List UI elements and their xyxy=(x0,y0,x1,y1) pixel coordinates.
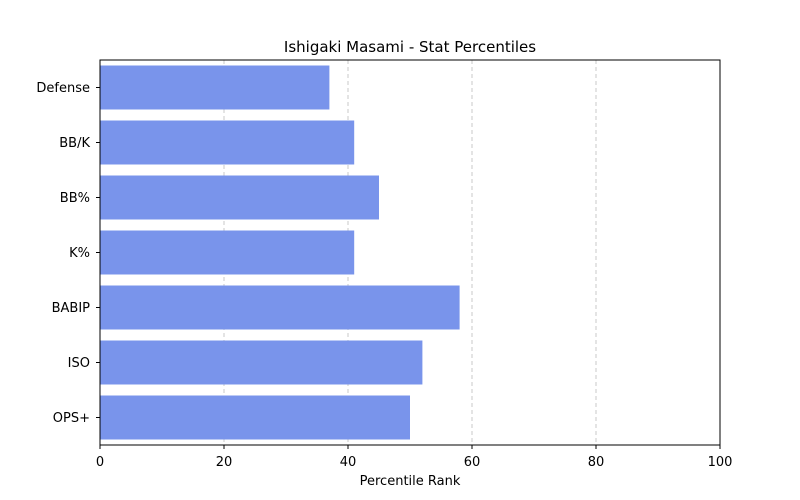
bar xyxy=(100,230,355,275)
y-axis: Defense BB/K BB% K% BABIP ISO OPS+ xyxy=(36,81,100,426)
x-axis-label: Percentile Rank xyxy=(360,474,461,489)
y-tick-label: Defense xyxy=(36,81,90,96)
bar xyxy=(100,395,410,440)
x-tick-label: 40 xyxy=(340,455,357,470)
x-axis: 0 20 40 60 80 100 xyxy=(96,445,733,470)
y-tick-label: BB/K xyxy=(59,136,90,151)
bar xyxy=(100,340,423,385)
y-tick-label: BABIP xyxy=(52,301,91,316)
y-tick-label: BB% xyxy=(60,191,90,206)
bar xyxy=(100,65,330,110)
x-tick-label: 100 xyxy=(708,455,733,470)
bar xyxy=(100,120,355,165)
x-tick-label: 20 xyxy=(216,455,233,470)
x-tick-label: 80 xyxy=(588,455,605,470)
y-tick-label: K% xyxy=(69,246,90,261)
bar xyxy=(100,285,460,330)
chart-title: Ishigaki Masami - Stat Percentiles xyxy=(284,38,536,56)
bar xyxy=(100,175,379,220)
x-tick-label: 0 xyxy=(96,455,104,470)
x-tick-label: 60 xyxy=(464,455,481,470)
y-tick-label: OPS+ xyxy=(53,411,90,426)
y-tick-label: ISO xyxy=(68,356,90,371)
bars xyxy=(100,65,460,440)
